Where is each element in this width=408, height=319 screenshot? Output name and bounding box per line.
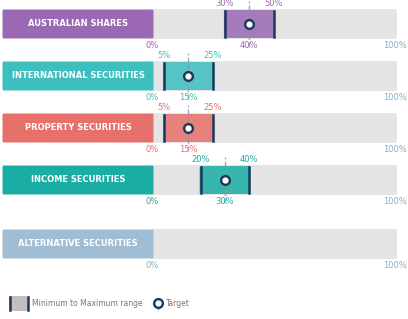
FancyBboxPatch shape [2,166,153,195]
FancyBboxPatch shape [2,10,153,39]
FancyBboxPatch shape [163,62,214,90]
FancyBboxPatch shape [9,296,29,311]
Text: 5%: 5% [157,103,171,112]
Text: INCOME SECURITIES: INCOME SECURITIES [31,175,125,184]
Text: 100%: 100% [383,197,407,206]
Text: 5%: 5% [157,51,171,60]
Text: 30%: 30% [215,0,234,8]
Text: 100%: 100% [383,261,407,270]
FancyBboxPatch shape [224,10,275,38]
FancyBboxPatch shape [163,114,214,142]
Text: 30%: 30% [215,197,234,206]
Text: 15%: 15% [179,145,198,154]
Text: 100%: 100% [383,41,407,50]
Text: PROPERTY SECURITIES: PROPERTY SECURITIES [24,123,131,132]
Text: 15%: 15% [179,93,198,102]
Text: 40%: 40% [240,155,258,164]
Text: 0%: 0% [145,197,159,206]
Text: 0%: 0% [145,145,159,154]
Text: ALTERNATIVE SECURITIES: ALTERNATIVE SECURITIES [18,240,138,249]
Text: 50%: 50% [264,0,283,8]
Text: 0%: 0% [145,41,159,50]
FancyBboxPatch shape [150,9,397,39]
Text: 100%: 100% [383,145,407,154]
FancyBboxPatch shape [2,62,153,91]
FancyBboxPatch shape [150,61,397,91]
FancyBboxPatch shape [150,113,397,143]
FancyBboxPatch shape [2,229,153,258]
Text: AUSTRALIAN SHARES: AUSTRALIAN SHARES [28,19,128,28]
FancyBboxPatch shape [200,166,250,194]
Text: 40%: 40% [240,41,258,50]
Text: INTERNATIONAL SECURITIES: INTERNATIONAL SECURITIES [11,71,144,80]
Text: 25%: 25% [204,103,222,112]
Text: 25%: 25% [204,51,222,60]
Text: 20%: 20% [191,155,210,164]
FancyBboxPatch shape [150,229,397,259]
Text: 0%: 0% [145,261,159,270]
FancyBboxPatch shape [150,165,397,195]
Text: 100%: 100% [383,93,407,102]
Text: Target: Target [166,299,190,308]
Text: Minimum to Maximum range: Minimum to Maximum range [32,299,143,308]
Text: 0%: 0% [145,93,159,102]
FancyBboxPatch shape [2,114,153,143]
